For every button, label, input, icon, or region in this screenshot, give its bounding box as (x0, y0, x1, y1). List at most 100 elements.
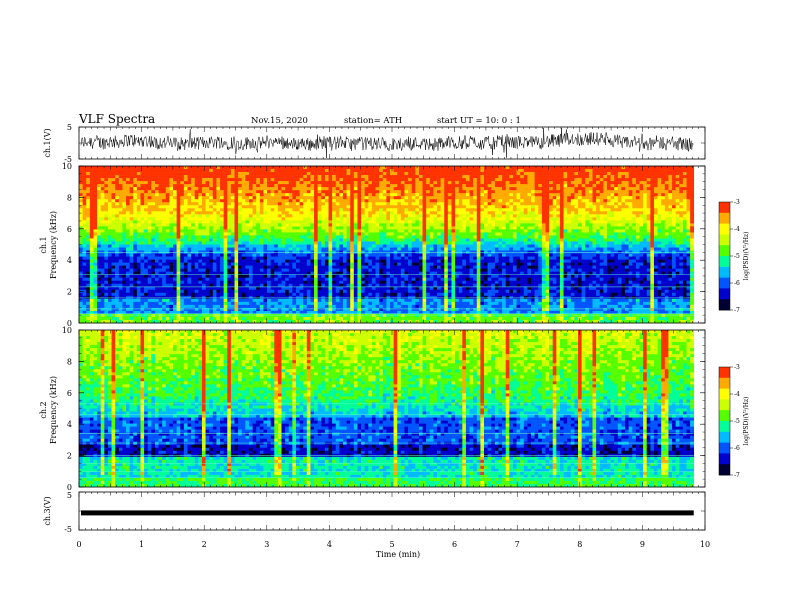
spectrogram-cell (650, 205, 655, 209)
spectrogram-cell (675, 223, 680, 227)
spectrogram-cell (538, 178, 543, 182)
spectrogram-cell (368, 217, 373, 221)
spectrogram-cell (559, 172, 564, 176)
spectrogram-cell (144, 247, 149, 251)
spectrogram-cell (509, 184, 514, 188)
spectrogram-cell (223, 220, 228, 224)
spectrogram-cell (657, 226, 662, 230)
spectrogram-cell (245, 184, 250, 188)
spectrogram-cell (592, 175, 597, 179)
spectrogram-cell (451, 235, 456, 239)
spectrogram-cell (494, 223, 499, 227)
spectrogram-cell (361, 184, 365, 188)
spectrogram-cell (277, 205, 282, 209)
spectrogram-cell (147, 169, 152, 173)
spectrogram-cell (559, 187, 564, 191)
spectrogram-cell (545, 238, 550, 242)
spectrogram-cell (480, 214, 485, 218)
spectrogram-cell (292, 181, 297, 185)
spectrogram-cell (408, 241, 412, 245)
spectrogram-cell (447, 190, 452, 194)
spectrogram-cell (523, 172, 528, 176)
spectrogram-cell (646, 229, 651, 233)
spectrogram-cell (487, 211, 492, 215)
spectrogram-cell (400, 199, 405, 203)
spectrogram-cell (690, 232, 695, 236)
spectrogram-cell (238, 214, 243, 218)
spectrogram-cell (147, 184, 152, 188)
spectrogram-cell (176, 220, 181, 224)
spectrogram-cell (140, 217, 145, 221)
spectrogram-cell (415, 169, 420, 173)
spectrogram-cell (317, 175, 322, 179)
spectrogram-cell (426, 211, 431, 215)
spectrogram-cell (129, 226, 134, 230)
spectrogram-cell (371, 223, 376, 227)
spectrogram-cell (531, 172, 535, 176)
spectrogram-cell (89, 196, 94, 200)
spectrogram-cell (436, 172, 441, 176)
spectrogram-cell (487, 214, 492, 218)
spectrogram-cell (133, 217, 138, 221)
spectrogram-cell (509, 169, 514, 173)
spectrogram-cell (357, 241, 362, 245)
spectrogram-cell (502, 232, 506, 236)
spectrogram-cell (176, 229, 181, 233)
spectrogram-cell (238, 199, 243, 203)
spectrogram-cell (617, 181, 622, 185)
spectrogram-cell (350, 202, 355, 206)
spectrogram-cell (418, 172, 423, 176)
spectrogram-cell (295, 169, 300, 173)
spectrogram-cell (263, 175, 268, 179)
spectrogram-cell (176, 169, 181, 173)
spectrogram-cell (484, 211, 488, 215)
spectrogram-cell (328, 187, 333, 191)
spectrogram-cell (248, 169, 253, 173)
spectrogram-cell (498, 169, 503, 173)
spectrogram-cell (357, 193, 362, 197)
spectrogram-cell (491, 211, 496, 215)
spectrogram-cell (82, 217, 87, 221)
spectrogram-cell (505, 193, 510, 197)
spectrogram-cell (458, 196, 463, 200)
spectrogram-cell (451, 232, 456, 236)
spectrogram-cell (122, 244, 127, 248)
spectrogram-cell (183, 205, 188, 209)
spectrogram-cell (252, 196, 257, 200)
spectrogram-cell (357, 214, 362, 218)
spectrogram-cell (104, 190, 109, 194)
spectrogram-cell (245, 235, 250, 239)
spectrogram-cell (397, 241, 402, 245)
spectrogram-cell (397, 208, 402, 212)
spectrogram-cell (393, 187, 398, 191)
spectrogram-cell (129, 172, 134, 176)
spectrogram-cell (259, 199, 264, 203)
spectrogram-cell (491, 181, 496, 185)
spectrogram-cell (321, 181, 326, 185)
spectrogram-cell (100, 190, 105, 194)
spectrogram-cell (411, 169, 416, 173)
spectrogram-cell (154, 196, 159, 200)
spectrogram-cell (643, 211, 648, 215)
spectrogram-cell (429, 235, 434, 239)
spectrogram-cell (588, 235, 593, 239)
spectrogram-cell (621, 238, 626, 242)
spectrogram-cell (440, 193, 445, 197)
spectrogram-cell (563, 226, 568, 230)
spectrogram-cell (592, 223, 597, 227)
spectrogram-cell (97, 169, 101, 173)
spectrogram-cell (198, 220, 203, 224)
spectrogram-cell (209, 175, 214, 179)
spectrogram-cell (389, 175, 394, 179)
spectrogram-cell (361, 223, 365, 227)
spectrogram-cell (650, 241, 655, 245)
spectrogram-cell (310, 214, 315, 218)
spectrogram-cell (209, 193, 214, 197)
spectrogram-cell (310, 211, 315, 215)
spectrogram-cell (635, 223, 640, 227)
spectrogram-cell (220, 172, 224, 176)
spectrogram-cell (259, 214, 264, 218)
spectrogram-cell (136, 211, 141, 215)
spectrogram-cell (408, 169, 412, 173)
spectrogram-cell (426, 166, 431, 170)
